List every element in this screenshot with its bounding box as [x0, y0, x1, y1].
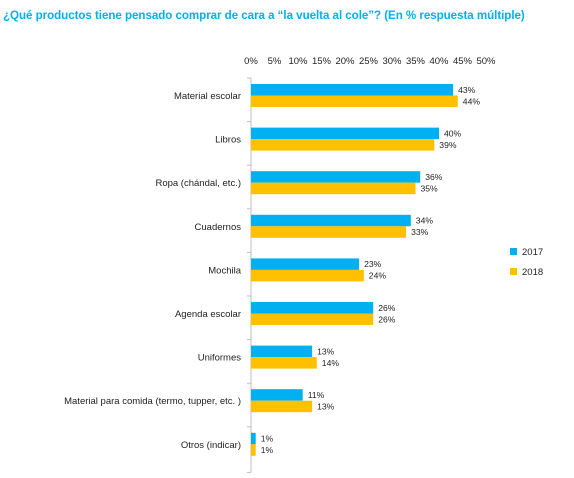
- bar-2018: [251, 95, 458, 107]
- x-tick-label: 0%: [244, 56, 258, 67]
- category-label: Ropa (chándal, etc.): [155, 178, 241, 189]
- data-label: 23%: [364, 259, 382, 269]
- legend-swatch-2017: [510, 248, 517, 255]
- data-label: 43%: [458, 85, 476, 95]
- data-label: 1%: [261, 434, 274, 444]
- legend-label: 2017: [522, 247, 543, 258]
- chart-title: ¿Qué productos tiene pensado comprar de …: [3, 9, 525, 22]
- category-label: Agenda escolar: [175, 309, 241, 320]
- bar-2018: [251, 269, 364, 282]
- data-label: 1%: [261, 445, 274, 455]
- category-label: Mochila: [208, 265, 241, 276]
- x-tick-label: 10%: [288, 56, 308, 67]
- x-tick-label: 15%: [312, 56, 332, 67]
- x-tick-label: 25%: [359, 56, 379, 67]
- x-tick-label: 50%: [476, 56, 496, 67]
- data-label: 26%: [378, 303, 396, 313]
- data-label: 13%: [317, 346, 335, 356]
- x-tick-label: 30%: [382, 56, 402, 67]
- bar-2018: [251, 357, 317, 369]
- category-label: Material para comida (termo, tupper, etc…: [64, 396, 241, 407]
- bar-2018: [251, 139, 435, 151]
- x-tick-label: 5%: [268, 56, 282, 67]
- data-label: 26%: [378, 314, 396, 324]
- data-label: 34%: [416, 216, 434, 226]
- legend: 2017 2018: [510, 247, 543, 278]
- data-label: 33%: [411, 227, 429, 237]
- data-label: 11%: [308, 390, 325, 400]
- x-tick-label: 40%: [429, 56, 449, 67]
- x-tick-label: 35%: [406, 56, 426, 67]
- bars: 43%44% 40% 39% 36% 35% 34%33% 23% 24% 26%26% 13% 1…: [251, 84, 480, 456]
- bar-2017: [251, 302, 374, 314]
- category-label: Uniformes: [198, 353, 242, 364]
- data-label: 36%: [425, 172, 443, 182]
- data-label: 14%: [322, 358, 340, 368]
- category-label: Libros: [215, 135, 241, 146]
- bar-2017: [251, 432, 256, 445]
- bar-2017: [251, 127, 439, 140]
- bar-2017: [251, 258, 360, 270]
- bar-2018: [251, 226, 407, 238]
- data-label: 40%: [444, 128, 462, 138]
- bar-2018: [251, 444, 256, 456]
- bar-2018: [251, 400, 313, 413]
- data-label: 44%: [463, 96, 481, 106]
- category-label: Otros (indicar): [181, 440, 241, 451]
- x-tick-label: 20%: [335, 56, 355, 67]
- category-labels: Material escolar Libros Ropa (chándal, etc…: [64, 91, 242, 451]
- bar-2018: [251, 313, 374, 325]
- bar-2017: [251, 84, 454, 96]
- x-tick-label: 45%: [453, 56, 473, 67]
- bar-2017: [251, 214, 411, 227]
- bar-2017: [251, 171, 421, 183]
- data-label: 39%: [439, 140, 457, 150]
- legend-label: 2018: [522, 267, 543, 278]
- data-label: 35%: [421, 184, 439, 194]
- legend-swatch-2018: [510, 268, 517, 275]
- bar-2017: [251, 389, 303, 401]
- category-label: Material escolar: [174, 91, 241, 102]
- bar-2018: [251, 182, 416, 195]
- data-label: 24%: [369, 271, 387, 281]
- data-label: 13%: [317, 402, 335, 412]
- category-label: Cuadernos: [195, 222, 242, 233]
- bar-2017: [251, 345, 313, 358]
